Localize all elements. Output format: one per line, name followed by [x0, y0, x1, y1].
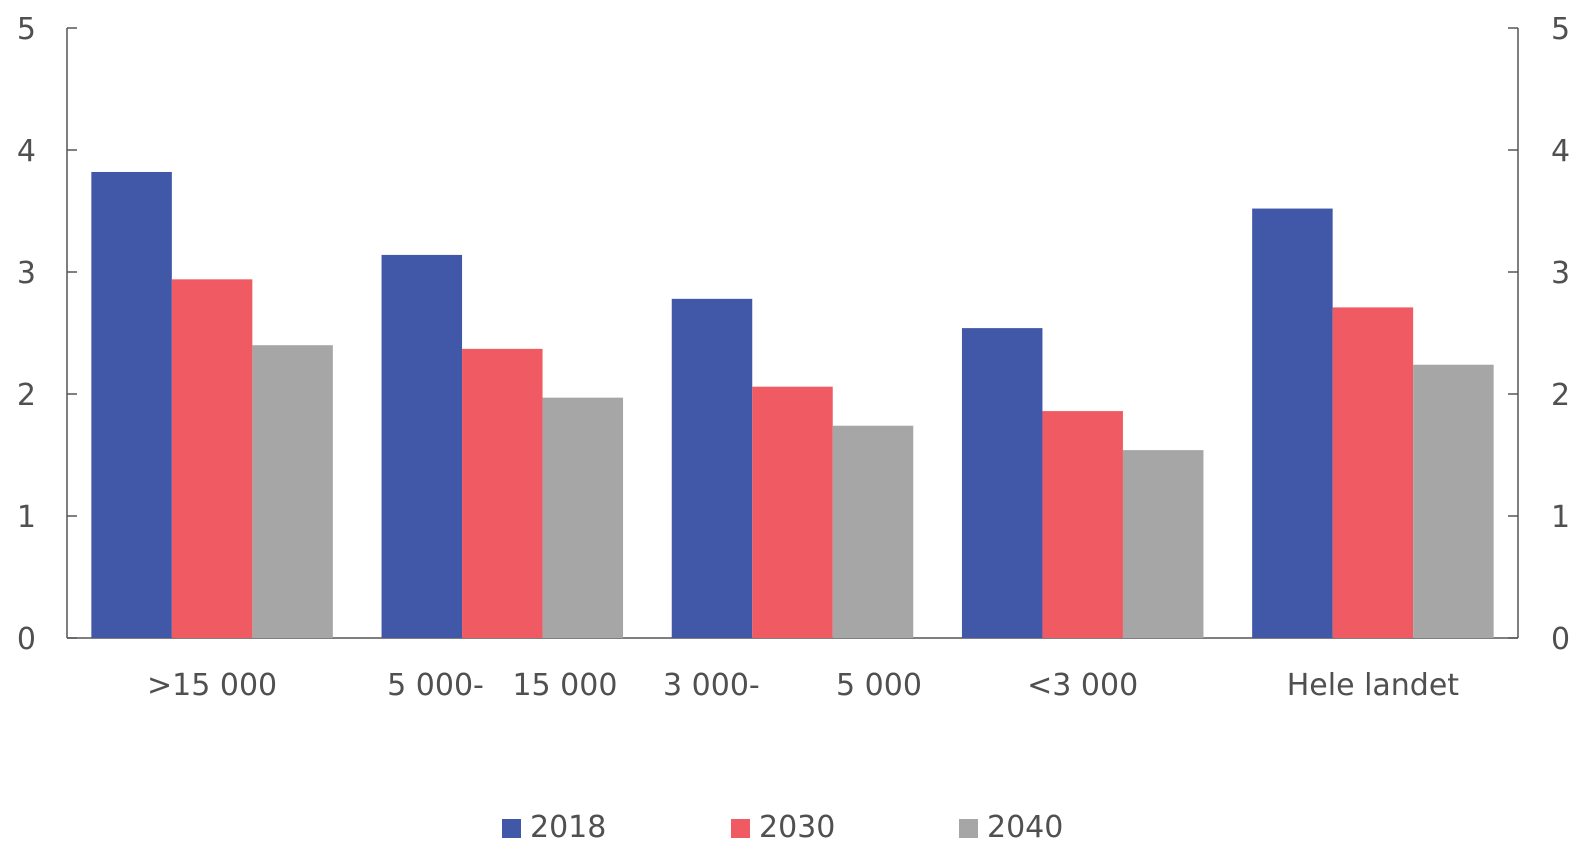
y-tick-label-right: 4: [1551, 134, 1570, 169]
bar-2030-0: [171, 279, 253, 638]
y-tick-label-right: 0: [1551, 622, 1570, 657]
bar-2018-0: [91, 171, 172, 638]
bar-2030-1: [462, 348, 543, 638]
bar-2040-2: [832, 425, 914, 638]
y-tick-label-right: 1: [1551, 500, 1570, 535]
bar-2018-1: [381, 254, 463, 639]
bar-2040-4: [1413, 364, 1494, 638]
bar-2040-3: [1122, 450, 1204, 638]
y-tick-label-left: 2: [17, 378, 36, 413]
y-tick-label-left: 3: [17, 256, 36, 291]
category-label: 3 000- 5 000: [663, 668, 922, 703]
y-tick-label-right: 5: [1551, 12, 1570, 47]
legend-swatch-2040: [959, 819, 978, 838]
legend-swatch-2018: [502, 819, 521, 838]
legend-label-2040: 2040: [987, 810, 1063, 845]
y-tick-label-left: 1: [17, 500, 36, 535]
y-tick-label-left: 5: [17, 12, 36, 47]
bars: [91, 171, 1494, 639]
bar-2030-4: [1332, 307, 1414, 638]
category-label: Hele landet: [1287, 668, 1460, 703]
category-label: >15 000: [147, 668, 277, 703]
y-tick-label-left: 4: [17, 134, 36, 169]
legend-label-2030: 2030: [759, 810, 835, 845]
bar-2018-3: [961, 328, 1043, 638]
y-tick-label-left: 0: [17, 622, 36, 657]
category-label: 5 000- 15 000: [387, 668, 617, 703]
legend: 2018 2030 2040: [502, 810, 1063, 845]
y-tick-label-right: 2: [1551, 378, 1570, 413]
bar-2040-1: [542, 397, 624, 638]
bar-2018-4: [1252, 208, 1333, 638]
legend-label-2018: 2018: [530, 810, 606, 845]
y-tick-label-right: 3: [1551, 256, 1570, 291]
bar-2018-2: [671, 298, 753, 638]
category-labels: >15 000 5 000- 15 000 3 000- 5 000 <3 000 He…: [147, 668, 1459, 703]
bar-2030-3: [1042, 411, 1123, 638]
bar-2030-2: [752, 386, 833, 638]
bar-2040-0: [252, 345, 333, 638]
category-label: <3 000: [1027, 668, 1138, 703]
legend-swatch-2030: [731, 819, 750, 838]
